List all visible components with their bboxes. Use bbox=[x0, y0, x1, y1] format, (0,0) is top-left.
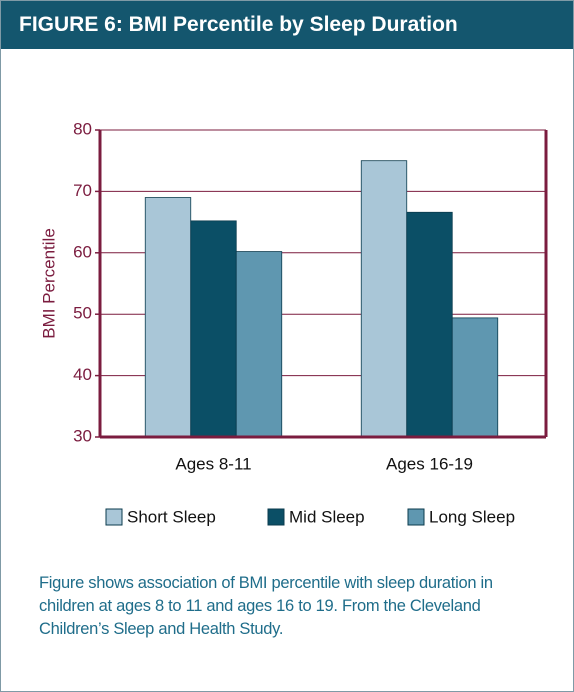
figure-title: FIGURE 6: BMI Percentile by Sleep Durati… bbox=[1, 1, 573, 49]
bar bbox=[235, 251, 283, 438]
legend-label: Long Sleep bbox=[429, 507, 515, 526]
legend-label: Short Sleep bbox=[127, 507, 216, 526]
y-tick-label: 80 bbox=[73, 119, 92, 138]
legend-swatch bbox=[105, 508, 123, 526]
x-tick-label: Ages 16-19 bbox=[386, 454, 473, 473]
bar bbox=[190, 220, 237, 438]
bar bbox=[406, 211, 453, 438]
legend-swatch bbox=[407, 508, 425, 526]
caption: Figure shows association of BMI percenti… bbox=[39, 574, 493, 638]
bar bbox=[144, 197, 192, 438]
x-tick-label: Ages 8-11 bbox=[175, 454, 251, 473]
bar bbox=[451, 317, 499, 438]
y-tick-label: 60 bbox=[73, 242, 92, 261]
bar bbox=[360, 160, 408, 438]
y-tick-label: 30 bbox=[73, 426, 92, 445]
y-tick-label: 70 bbox=[73, 181, 92, 200]
y-tick-label: 50 bbox=[73, 304, 92, 323]
legend-label: Mid Sleep bbox=[289, 507, 365, 526]
y-tick-label: 40 bbox=[73, 365, 92, 384]
y-axis-label: BMI Percentile bbox=[39, 228, 58, 339]
legend-swatch bbox=[267, 508, 285, 526]
